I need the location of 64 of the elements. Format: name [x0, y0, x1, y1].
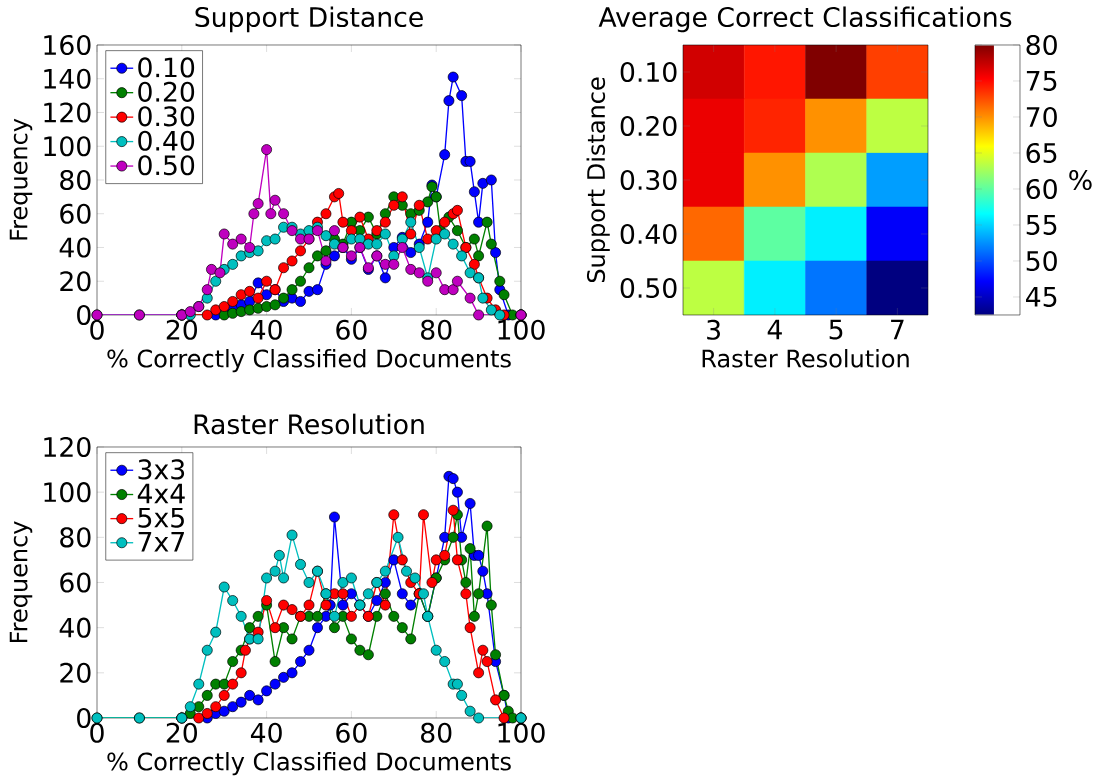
- x-tick-label: 60: [336, 722, 367, 743]
- legend-label: 4x4: [137, 483, 185, 504]
- x-tick-label: 20: [166, 722, 197, 743]
- y-tick-label: 0.50: [620, 277, 677, 299]
- y-tick-label: 60: [60, 572, 91, 593]
- chart-title: Raster Resolution: [194, 413, 424, 435]
- y-tick-label: 80: [60, 169, 91, 191]
- x-axis-title: % Correctly Classified Documents: [107, 752, 511, 776]
- x-tick-label: 20: [166, 319, 197, 340]
- x-axis-title: % Correctly Classified Documents: [107, 349, 511, 373]
- x-tick-label: 5: [829, 319, 843, 340]
- color-bar-label: 80: [1026, 34, 1057, 56]
- y-tick-label: 100: [44, 482, 91, 503]
- color-bar-label: 70: [1026, 106, 1057, 128]
- legend-label: 0.40: [138, 130, 195, 151]
- color-bar-label: 60: [1026, 178, 1057, 200]
- x-tick-label: 0: [90, 722, 104, 743]
- chart-title: Average Correct Classifications: [598, 6, 1012, 33]
- y-tick-label: 40: [59, 617, 91, 638]
- y-tick-label: 0.10: [620, 61, 677, 83]
- legend-label: 0.20: [138, 81, 195, 102]
- legend-label: 5x5: [138, 507, 184, 528]
- color-bar-title: %: [1069, 169, 1092, 191]
- color-bar-label: 45: [1026, 287, 1057, 307]
- y-tick-label: 20: [60, 662, 91, 683]
- color-bar-label: 75: [1026, 71, 1057, 91]
- y-tick-label: 120: [44, 436, 91, 458]
- chart-title: Support Distance: [195, 6, 423, 33]
- y-tick-label: 140: [44, 68, 91, 89]
- y-tick-label: 20: [60, 271, 91, 292]
- y-axis-title: Frequency: [9, 521, 33, 643]
- legend-label: 7x7: [138, 532, 184, 552]
- x-tick-label: 80: [421, 319, 452, 340]
- y-tick-label: 160: [44, 34, 91, 56]
- legend-label: 3x3: [138, 459, 185, 480]
- x-tick-label: 7: [891, 319, 904, 340]
- y-tick-label: 100: [44, 136, 91, 157]
- x-tick-label: 40: [250, 319, 282, 340]
- color-bar-label: 65: [1026, 142, 1057, 164]
- color-bar-label: 50: [1026, 250, 1057, 272]
- x-tick-label: 40: [250, 722, 282, 743]
- y-tick-label: 0: [77, 707, 91, 729]
- color-bar-label: 55: [1026, 215, 1057, 235]
- x-axis-title: Raster Resolution: [702, 349, 909, 368]
- y-tick-label: 40: [59, 237, 91, 258]
- x-tick-label: 100: [498, 722, 545, 743]
- x-tick-label: 60: [336, 319, 367, 340]
- y-tick-label: 120: [44, 102, 91, 123]
- legend-label: 0.50: [138, 155, 195, 176]
- y-axis-title: Frequency: [9, 118, 33, 240]
- y-tick-label: 0.30: [620, 169, 677, 191]
- y-axis-title: Support Distance: [586, 77, 610, 283]
- x-tick-label: 3: [707, 319, 720, 340]
- legend-label: 0.10: [138, 57, 195, 78]
- y-tick-label: 0: [77, 304, 91, 326]
- x-tick-label: 80: [421, 722, 452, 743]
- x-tick-label: 100: [498, 319, 545, 340]
- y-tick-label: 0.20: [620, 115, 677, 137]
- y-tick-label: 80: [60, 527, 91, 548]
- x-tick-label: 4: [767, 319, 782, 340]
- legend-label: 0.30: [138, 106, 195, 127]
- x-tick-label: 0: [90, 319, 104, 340]
- y-tick-label: 60: [60, 203, 91, 224]
- y-tick-label: 0.40: [620, 223, 677, 245]
